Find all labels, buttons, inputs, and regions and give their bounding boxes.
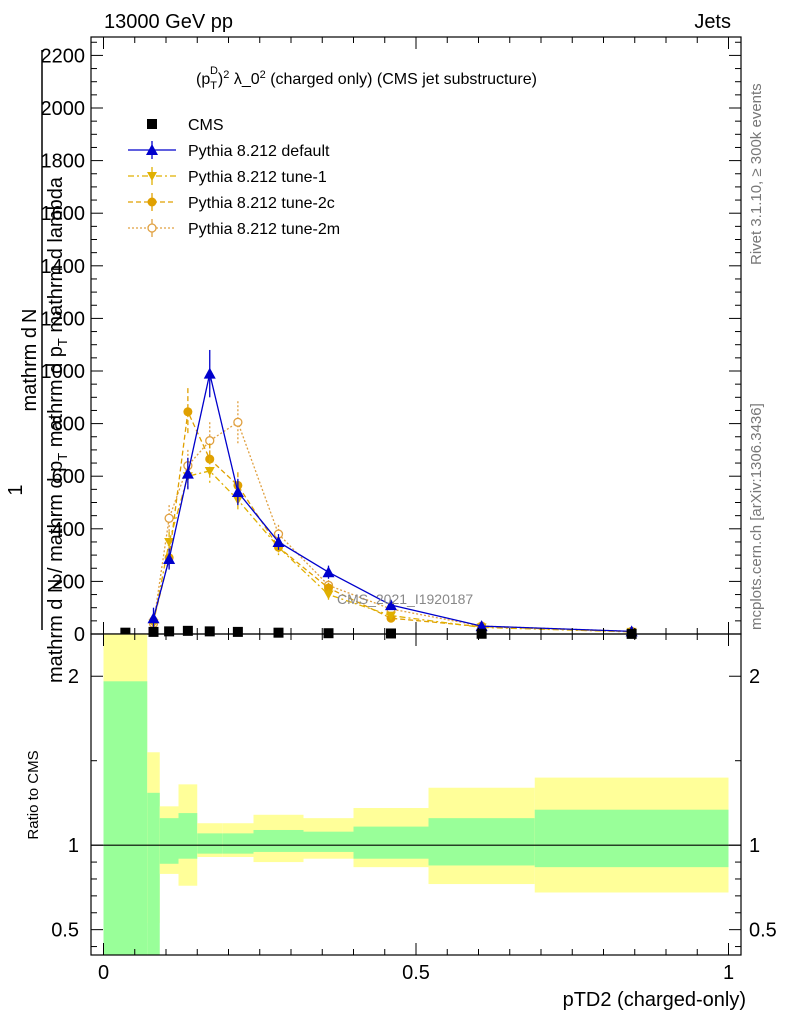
ratio-tick-label-right: 1 xyxy=(749,835,760,857)
data-point xyxy=(164,537,175,547)
y-label-numerator: mathrm dN xyxy=(19,309,41,412)
legend: CMS Pythia 8.212 default Pythia 8.212 tune… xyxy=(128,117,340,238)
uncertainty-band-inner xyxy=(222,833,254,854)
data-point xyxy=(182,625,193,636)
legend-entry: Pythia 8.212 tune-2m xyxy=(128,219,340,238)
data-point xyxy=(324,583,333,593)
uncertainty-band-inner xyxy=(147,792,160,955)
y-tick-label: 1600 xyxy=(41,203,86,225)
x-tick-label: 0 xyxy=(98,962,109,984)
x-axis-label: pTD2 (charged-only) xyxy=(563,989,746,1011)
uncertainty-band-inner xyxy=(253,829,304,852)
y-tick-label: 200 xyxy=(52,571,85,593)
legend-label: Pythia 8.212 default xyxy=(188,143,330,160)
ratio-tick-label: 2 xyxy=(68,666,79,688)
main-axes: 0 200 400 600 800 1000 1200 1400 1600 1800 2000 220… xyxy=(41,36,742,646)
rivet-label: Rivet 3.1.10, ≥ 300k events xyxy=(748,83,765,265)
legend-entry: Pythia 8.212 tune-1 xyxy=(128,167,327,186)
data-point xyxy=(204,466,215,476)
y-tick-label: 2200 xyxy=(41,45,86,67)
chart-title: (pTD)2 λ_02 (charged only) (CMS jet subs… xyxy=(196,65,537,92)
ratio-tick-label-right: 0.5 xyxy=(749,920,777,942)
y-tick-label: 1200 xyxy=(41,308,86,330)
data-point xyxy=(146,144,158,155)
series-pythia-8-212-default xyxy=(147,349,638,637)
y-tick-label: 600 xyxy=(52,466,85,488)
ratio-y-label: Ratio to CMS xyxy=(25,750,42,839)
data-point xyxy=(323,590,334,600)
y-axis-label: mathrm dN 1 mathrm d N / mathrm d pT mat… xyxy=(5,50,70,683)
data-point xyxy=(163,553,176,565)
uncertainty-band-inner xyxy=(353,826,429,859)
data-point xyxy=(232,626,243,637)
header-left: 13000 GeV pp xyxy=(104,11,233,33)
data-point xyxy=(164,626,175,637)
uncertainty-band-inner xyxy=(428,818,535,866)
series-line xyxy=(152,373,632,633)
data-point xyxy=(273,627,284,638)
y-tick-label: 1800 xyxy=(41,151,86,173)
uncertainty-band-inner xyxy=(534,809,729,868)
data-point xyxy=(147,172,157,181)
data-point xyxy=(147,612,160,624)
series-line xyxy=(152,421,632,633)
legend-label: Pythia 8.212 tune-1 xyxy=(188,169,327,186)
y-tick-label: 400 xyxy=(52,519,85,541)
data-point xyxy=(164,513,174,523)
data-point xyxy=(386,611,396,621)
x-tick-label: 0.5 xyxy=(402,962,430,984)
data-point xyxy=(147,197,157,207)
data-point xyxy=(183,407,193,417)
ratio-tick-label-right: 2 xyxy=(749,666,760,688)
series-line xyxy=(152,470,632,633)
data-point xyxy=(204,626,215,637)
analysis-label: CMS_2021_I1920187 xyxy=(337,591,473,607)
y-label-denominator: mathrm d N / mathrm d pT mathrm d pT mat… xyxy=(45,176,70,683)
ratio-axes: 0.5 0.5 1 1 2 2 0 0.5 1 xyxy=(51,633,777,984)
uncertainty-band-inner xyxy=(103,681,148,955)
header-right: Jets xyxy=(694,11,731,33)
data-point xyxy=(120,627,131,638)
uncertainty-band-inner xyxy=(178,813,198,859)
data-point xyxy=(147,119,157,129)
data-point xyxy=(385,599,397,611)
data-point xyxy=(323,628,334,639)
legend-label: CMS xyxy=(188,117,224,134)
legend-label: Pythia 8.212 tune-2m xyxy=(188,221,340,238)
data-point xyxy=(322,566,335,578)
data-point xyxy=(231,485,244,497)
data-point xyxy=(203,367,216,379)
uncertainty-band-inner xyxy=(197,833,223,854)
x-tick-label: 1 xyxy=(723,962,734,984)
data-point xyxy=(272,535,285,547)
data-point xyxy=(148,626,159,637)
y-tick-label: 0 xyxy=(74,624,85,646)
ratio-panel xyxy=(103,634,729,955)
data-point xyxy=(233,417,243,427)
uncertainty-band-inner xyxy=(159,818,179,864)
uncertainty-band-inner xyxy=(303,831,354,852)
legend-entry: Pythia 8.212 tune-2c xyxy=(128,193,335,212)
ratio-tick-label: 1 xyxy=(68,835,79,857)
y-tick-label: 1400 xyxy=(41,256,86,278)
legend-entry: CMS xyxy=(147,117,224,134)
legend-entry: Pythia 8.212 default xyxy=(128,141,330,160)
data-point xyxy=(147,223,157,233)
y-tick-label: 2000 xyxy=(41,98,86,120)
legend-label: Pythia 8.212 tune-2c xyxy=(188,195,335,212)
series-cms xyxy=(120,625,637,639)
mcplots-label: mcplots.cern.ch [arXiv:1306.3436] xyxy=(748,403,765,630)
y-tick-label: 800 xyxy=(52,414,85,436)
y-label-one: 1 xyxy=(5,484,27,495)
data-point xyxy=(181,467,194,479)
ratio-tick-label: 0.5 xyxy=(51,920,79,942)
y-tick-label: 1000 xyxy=(41,361,86,383)
